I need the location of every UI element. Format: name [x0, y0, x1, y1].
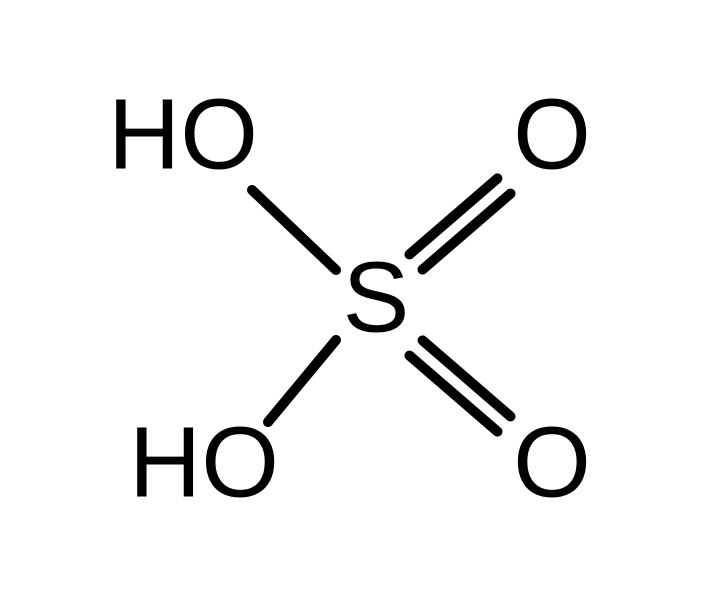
atom-S: S [343, 241, 410, 353]
atom-O_top: O [513, 78, 591, 190]
molecule-diagram: S HO HO O O [0, 0, 706, 606]
atom-OH_top: HO [108, 78, 258, 190]
atom-OH_bot: HO [129, 406, 279, 518]
atom-O_bot: O [513, 406, 591, 518]
